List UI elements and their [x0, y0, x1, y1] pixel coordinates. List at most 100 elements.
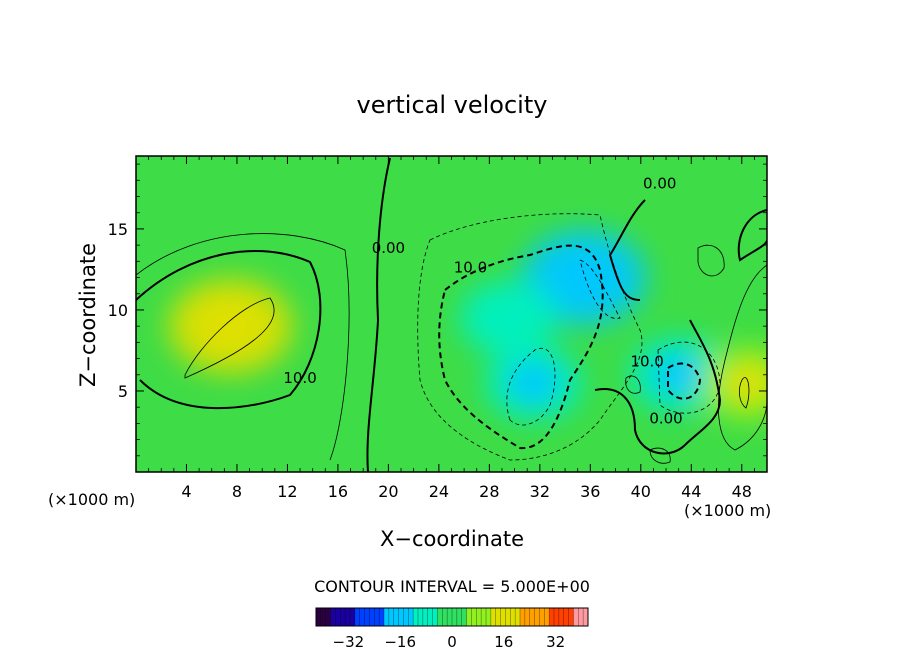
- colorbar-segment: [466, 608, 472, 626]
- colorbar-tick-label-0: −32: [333, 633, 365, 651]
- colorbar-segment: [583, 608, 589, 626]
- colorbar-segment: [350, 608, 356, 626]
- contour-label-0: 0.00: [372, 239, 405, 257]
- colorbar-segment: [471, 608, 477, 626]
- contour-label-4: 10.0: [630, 353, 663, 371]
- field-core-1: [506, 361, 561, 404]
- colorbar-segment: [393, 608, 399, 626]
- colorbar-tick-label-1: −16: [384, 633, 416, 651]
- x-tick-label-11: 48: [732, 482, 752, 501]
- colorbar-segment: [345, 608, 351, 626]
- colorbar-segment: [520, 608, 526, 626]
- colorbar-segment: [432, 608, 438, 626]
- colorbar-segment: [534, 608, 540, 626]
- colorbar-segment: [403, 608, 409, 626]
- colorbar-segment: [330, 608, 336, 626]
- x-axis-label: X−coordinate: [380, 527, 524, 551]
- colorbar-segment: [573, 608, 579, 626]
- colorbar-tick-label-4: 32: [546, 633, 565, 651]
- x-tick-label-3: 16: [328, 482, 348, 501]
- colorbar-segment: [447, 608, 453, 626]
- colorbar-segment: [354, 608, 361, 626]
- field-core-2: [550, 251, 618, 304]
- colorbar-segment: [578, 608, 584, 626]
- colorbar-frame: [315, 607, 589, 627]
- contour-label-3: 10.0: [283, 369, 316, 387]
- x-tick-label-4: 20: [378, 482, 398, 501]
- colorbar-segment: [408, 608, 414, 626]
- colorbar: [315, 607, 589, 627]
- colorbar-segment: [563, 608, 569, 626]
- field-shading: [168, 229, 767, 421]
- contour-labels: 0.00 10.0 0.00 10.0 10.0 0.00: [283, 174, 682, 427]
- x-unit-label-right: (×1000 m): [684, 501, 771, 520]
- colorbar-segment: [335, 608, 341, 626]
- colorbar-segment: [476, 608, 482, 626]
- colorbar-segment: [316, 608, 322, 626]
- x-tick-label-9: 40: [631, 482, 651, 501]
- colorbar-segment: [398, 608, 404, 626]
- x-tick-label-8: 36: [580, 482, 600, 501]
- colorbar-tick-label-3: 16: [494, 633, 513, 651]
- field-core-3: [481, 297, 535, 339]
- contour-label-1: 10.0: [454, 259, 487, 277]
- colorbar-segment: [549, 608, 555, 626]
- colorbar-segment: [320, 608, 327, 626]
- colorbar-segment: [359, 608, 365, 626]
- x-tick-label-5: 24: [429, 482, 449, 501]
- colorbar-segment: [568, 608, 574, 626]
- field-core-0: [197, 299, 265, 353]
- colorbar-segment: [529, 608, 535, 626]
- colorbar-segment: [490, 608, 497, 626]
- colorbar-segment: [461, 608, 467, 626]
- colorbar-segment: [554, 608, 560, 626]
- colorbar-segment: [481, 608, 487, 626]
- colorbar-segment: [418, 608, 424, 626]
- colorbar-segment: [422, 608, 429, 626]
- x-tick-label-7: 32: [530, 482, 550, 501]
- x-tick-label-6: 28: [479, 482, 499, 501]
- colorbar-segment: [486, 608, 492, 626]
- y-tick-label-2: 15: [108, 220, 128, 239]
- field-core-5: [721, 361, 767, 404]
- colorbar-segment: [456, 608, 463, 626]
- colorbar-segment: [524, 608, 531, 626]
- colorbar-segment: [325, 608, 331, 626]
- colorbar-segment: [374, 608, 380, 626]
- colorbar-segment: [427, 608, 433, 626]
- colorbar-segment: [515, 608, 521, 626]
- field-core-4: [652, 353, 706, 396]
- y-axis-label: Z−coordinate: [76, 243, 100, 387]
- x-tick-label-1: 8: [232, 482, 242, 501]
- y-tick-label-1: 10: [108, 301, 128, 320]
- x-tick-label-0: 4: [181, 482, 191, 501]
- contour-lines: [136, 157, 767, 472]
- colorbar-segment: [544, 608, 550, 626]
- colorbar-segment: [364, 608, 370, 626]
- colorbar-segment: [558, 608, 565, 626]
- colorbar-segment: [369, 608, 375, 626]
- colorbar-segment: [510, 608, 516, 626]
- contour-label-5: 0.00: [649, 409, 682, 427]
- contour-label-2: 0.00: [643, 174, 676, 192]
- colorbar-tick-label-2: 0: [447, 633, 457, 651]
- colorbar-segment: [388, 608, 395, 626]
- y-tick-label-0: 5: [118, 382, 128, 401]
- colorbar-segment: [442, 608, 448, 626]
- x-unit-label-left: (×1000 m): [48, 490, 135, 509]
- colorbar-tick-labels: −32 −16 0 16 32: [333, 633, 566, 651]
- colorbar-segment: [437, 608, 443, 626]
- x-tick-label-10: 44: [681, 482, 701, 501]
- colorbar-segment: [495, 608, 501, 626]
- colorbar-segment: [340, 608, 346, 626]
- chart-title: vertical velocity: [357, 91, 548, 119]
- colorbar-segment: [379, 608, 385, 626]
- colorbar-segment: [384, 608, 390, 626]
- x-tick-label-2: 12: [277, 482, 297, 501]
- colorbar-segment: [413, 608, 419, 626]
- colorbar-segment: [452, 608, 458, 626]
- colorbar-segment: [505, 608, 511, 626]
